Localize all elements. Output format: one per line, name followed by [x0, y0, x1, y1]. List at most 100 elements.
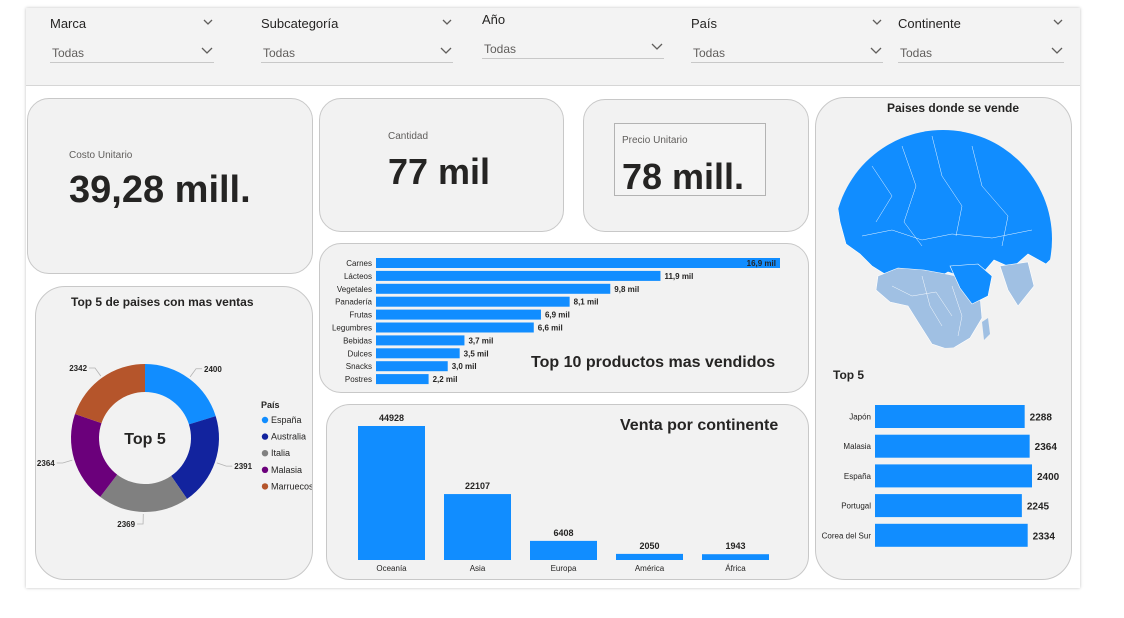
selection-box: Precio Unitario 78 mill.	[614, 123, 766, 197]
data-label: 2342	[69, 364, 87, 373]
madagascar-landmass[interactable]	[982, 318, 990, 340]
data-label: 3,7 mil	[468, 336, 493, 345]
india-landmass[interactable]	[999, 261, 1035, 307]
legend-marker	[261, 483, 269, 490]
productos-bar-chart[interactable]: Carnes 16,9 mil Lácteos 11,9 mil Vegetales 9,…	[320, 244, 808, 392]
data-label: 2050	[639, 541, 659, 551]
chevron-down-icon	[440, 47, 452, 54]
legend-item[interactable]: Australia	[271, 432, 306, 442]
legend-item[interactable]: Marruecos	[271, 481, 312, 491]
kpi-card-precio-unitario[interactable]: Precio Unitario 78 mill.	[583, 99, 809, 232]
chevron-down-icon	[201, 47, 213, 54]
slice[interactable]	[70, 413, 118, 497]
category-label: Asia	[470, 564, 486, 573]
globe-map[interactable]	[832, 126, 1054, 350]
category-label: Oceanía	[376, 564, 407, 573]
category-label: África	[725, 564, 746, 573]
bar[interactable]	[376, 283, 611, 294]
bar[interactable]	[358, 426, 425, 560]
chevron-down-icon[interactable]	[202, 16, 214, 28]
bar[interactable]	[376, 258, 780, 268]
bar[interactable]	[702, 554, 769, 560]
continente-title: Venta por continente	[620, 417, 779, 434]
bar[interactable]	[376, 322, 534, 333]
data-label: 1943	[725, 541, 745, 551]
bar[interactable]	[444, 494, 511, 560]
chevron-down-icon	[651, 43, 663, 50]
leader-line	[56, 459, 73, 464]
slicer-title: Subcategoría	[261, 16, 339, 31]
slicer-dropdown[interactable]: Todas	[482, 34, 664, 59]
data-label: 2391	[234, 462, 252, 471]
continente-bar-chart[interactable]: 44928 Oceanía 22107 Asia 6408 Europa 2050 Améri…	[327, 405, 808, 579]
slice[interactable]	[100, 474, 188, 512]
bar[interactable]	[616, 553, 683, 560]
data-label: 9,8 mil	[614, 285, 639, 294]
slicer-value: Todas	[484, 42, 517, 56]
slice[interactable]	[75, 364, 145, 424]
data-label: 2369	[117, 520, 135, 529]
data-label: 2,2 mil	[433, 375, 458, 384]
slice[interactable]	[145, 364, 216, 425]
africa-landmass[interactable]	[875, 267, 983, 350]
slicer-dropdown[interactable]: Todas	[691, 38, 883, 63]
category-label: Vegetales	[337, 285, 372, 294]
category-label: Bebidas	[343, 336, 372, 345]
kpi-label: Precio Unitario	[622, 135, 688, 146]
bar[interactable]	[530, 540, 597, 560]
bar[interactable]	[376, 348, 460, 359]
slicer-anio: Año Todas	[482, 4, 664, 64]
kpi-card-cantidad[interactable]: Cantidad 77 mil	[319, 98, 564, 232]
kpi-label: Costo Unitario	[69, 150, 133, 161]
chevron-down-icon	[1051, 47, 1063, 54]
productos-card: Carnes 16,9 mil Lácteos 11,9 mil Vegetales 9,…	[319, 243, 809, 393]
bar[interactable]	[376, 361, 448, 372]
leader-line	[137, 513, 144, 525]
bar[interactable]	[376, 335, 465, 346]
bar[interactable]	[875, 494, 1022, 518]
top5-title: Top 5	[833, 368, 865, 382]
filter-bar: Marca Todas Subcategoría Todas Año Todas…	[26, 8, 1080, 86]
donut-chart[interactable]: 2400 2391 2369 2364 2342 Top 5 País España Austr…	[36, 327, 312, 557]
kpi-card-costo-unitario[interactable]: Costo Unitario 39,28 mill.	[27, 98, 313, 274]
category-label: Carnes	[346, 259, 372, 268]
legend-item[interactable]: Malasia	[271, 465, 302, 475]
slice[interactable]	[171, 416, 219, 499]
category-label: Malasia	[843, 442, 871, 451]
slicer-dropdown[interactable]: Todas	[50, 38, 214, 63]
arabia-landmass[interactable]	[949, 263, 993, 305]
bar[interactable]	[875, 434, 1030, 458]
chevron-down-icon[interactable]	[871, 16, 883, 28]
bar[interactable]	[875, 405, 1025, 428]
slicer-dropdown[interactable]: Todas	[261, 38, 453, 63]
data-label: 2364	[1035, 442, 1058, 453]
category-label: Portugal	[841, 502, 871, 511]
chevron-down-icon[interactable]	[441, 16, 453, 28]
bar[interactable]	[376, 374, 429, 385]
category-label: Legumbres	[332, 324, 372, 333]
slicer-dropdown[interactable]: Todas	[898, 38, 1064, 63]
chevron-down-icon	[870, 47, 882, 54]
europe-asia-landmass[interactable]	[835, 126, 1054, 279]
bar[interactable]	[376, 296, 570, 307]
chevron-down-icon[interactable]	[1052, 16, 1064, 28]
donut-card: Top 5 de paises con mas ventas 2400 2391 2…	[35, 286, 313, 580]
leader-line	[216, 462, 233, 467]
donut-title: Top 5 de paises con mas ventas	[71, 295, 254, 309]
data-label: 3,0 mil	[452, 362, 477, 371]
category-label: Europa	[551, 564, 577, 573]
slicer-value: Todas	[263, 46, 296, 60]
bar[interactable]	[376, 270, 661, 281]
legend-marker	[261, 416, 269, 424]
legend-item[interactable]: España	[271, 415, 302, 425]
bar[interactable]	[376, 309, 541, 320]
legend-item[interactable]: Italia	[271, 448, 290, 458]
slicer-title: País	[691, 16, 718, 31]
slicer-value: Todas	[693, 46, 726, 60]
category-label: América	[635, 564, 665, 573]
bar[interactable]	[875, 464, 1032, 488]
bar[interactable]	[875, 523, 1028, 547]
category-label: Postres	[345, 375, 372, 384]
category-label: Japón	[849, 413, 871, 422]
data-label: 2400	[1037, 472, 1060, 483]
